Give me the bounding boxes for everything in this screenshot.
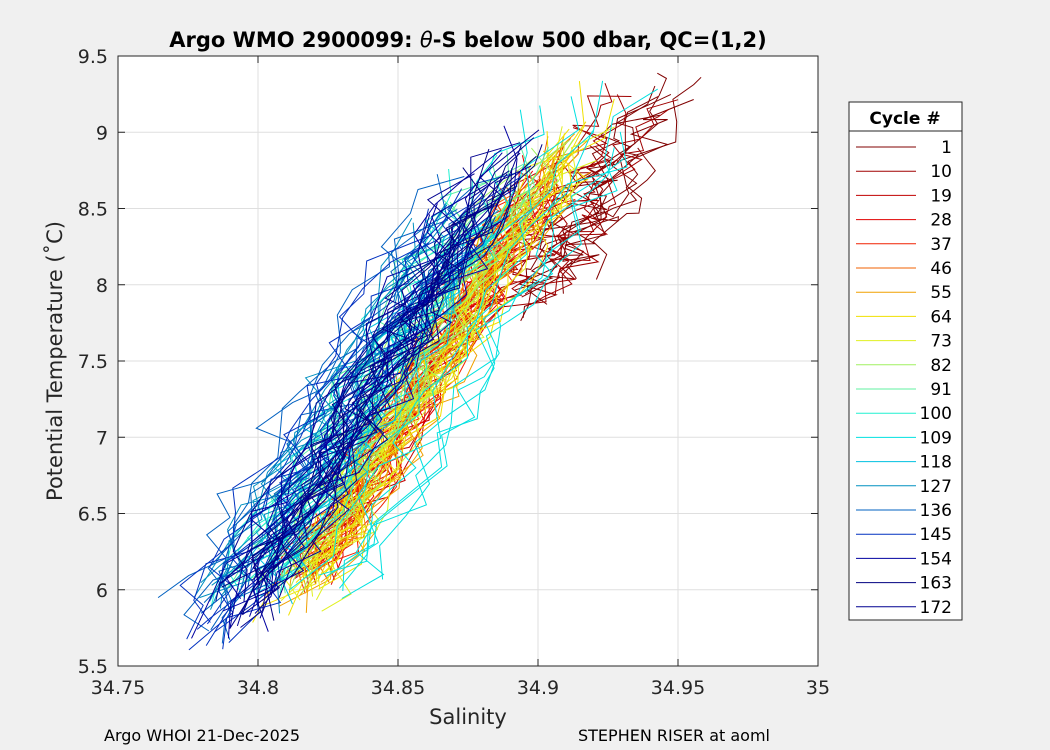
profile-line-cycle-1	[561, 72, 668, 294]
profile-line-cycle-109	[342, 158, 625, 592]
legend-label: 64	[930, 307, 952, 327]
profile-line-cycle-154	[249, 152, 503, 617]
legend-label: 118	[920, 453, 952, 473]
profile-line-cycle-145	[228, 184, 490, 643]
profile-line-cycle-145	[206, 208, 429, 625]
legend-label: 127	[920, 477, 952, 497]
y-tick-label: 5.5	[78, 656, 108, 678]
legend-label: 28	[930, 211, 952, 231]
legend-label: 136	[920, 501, 952, 521]
profile-line-cycle-73	[315, 160, 597, 601]
legend-box	[848, 101, 963, 621]
x-tick-label: 34.8	[237, 677, 279, 699]
profile-line-cycle-154	[273, 215, 493, 592]
profile-line-cycle-118	[248, 215, 510, 599]
profile-line-cycle-136	[157, 253, 391, 599]
legend-label: 73	[930, 332, 952, 352]
profile-line-cycle-163	[278, 144, 543, 598]
legend-label: 163	[920, 574, 952, 594]
y-tick-label: 8.5	[78, 199, 108, 221]
profile-line-cycle-109	[379, 88, 658, 580]
profile-line-cycle-64	[318, 121, 589, 590]
legend-label: 91	[930, 380, 952, 400]
legend-label: 1	[941, 138, 952, 158]
profile-line-cycle-10	[536, 99, 679, 296]
profile-line-cycle-127	[218, 234, 429, 588]
profile-line-cycle-172	[236, 170, 510, 627]
profile-line-cycle-163	[241, 185, 518, 615]
profile-line-cycle-172	[229, 176, 521, 629]
profile-line-cycle-109	[325, 80, 604, 577]
profile-line-cycle-172	[220, 142, 521, 584]
data-lines	[157, 72, 702, 651]
chart-title-prefix: Argo WMO 2900099:	[169, 28, 420, 52]
legend-label: 37	[930, 235, 952, 255]
legend-label: 145	[920, 525, 952, 545]
profile-line-cycle-172	[215, 214, 431, 602]
profile-line-cycle-172	[257, 129, 540, 607]
profile-line-cycle-154	[225, 203, 451, 599]
x-tick-label: 34.85	[371, 677, 425, 699]
footer-right: STEPHEN RISER at aoml	[578, 726, 770, 745]
profile-line-cycle-1	[514, 144, 618, 291]
legend-label: 19	[930, 186, 952, 206]
profile-line-cycle-172	[250, 202, 475, 619]
profile-line-cycle-145	[214, 188, 463, 633]
x-tick-label: 34.95	[651, 677, 705, 699]
legend-label: 154	[920, 549, 952, 569]
legend-label: 82	[930, 356, 952, 376]
y-tick-label: 8	[96, 275, 108, 297]
chart-title-suffix: -S below 500 dbar, QC=(1,2)	[433, 28, 767, 52]
profile-line-cycle-55	[299, 183, 560, 596]
y-axis-label: Potential Temperature (˚C)	[43, 221, 67, 501]
legend-title: Cycle #	[869, 109, 940, 129]
y-tick-label: 9	[96, 122, 108, 144]
footer-left: Argo WHOI 21-Dec-2025	[104, 726, 300, 745]
x-tick-label: 35	[806, 677, 830, 699]
axis-ticks: 34.75 34.8 34.85 34.9 34.95 35 5.5 6 6.5 7 7.5 8 8.5…	[78, 46, 830, 699]
legend-label: 10	[930, 162, 952, 182]
x-axis-label: Salinity	[429, 705, 507, 729]
profile-line-cycle-163	[261, 168, 513, 601]
profile-line-cycle-10	[485, 146, 614, 323]
profile-line-cycle-163	[251, 202, 496, 582]
profile-line-cycle-10	[524, 108, 669, 295]
legend-label: 109	[920, 428, 952, 448]
legend-label: 55	[930, 283, 952, 303]
y-tick-label: 6	[96, 580, 108, 602]
profile-line-cycle-136	[203, 176, 465, 603]
legend: Cycle # 1 10 19 28 37 46 55 64 73 82 91 100 109 118 12…	[848, 101, 963, 621]
y-tick-label: 9.5	[78, 46, 108, 68]
profile-line-cycle-172	[232, 173, 475, 603]
profile-line-cycle-82	[291, 140, 570, 577]
chart-title-theta: θ	[420, 28, 433, 52]
profile-line-cycle-145	[179, 234, 433, 640]
x-tick-label: 34.9	[517, 677, 559, 699]
y-tick-label: 7.5	[78, 351, 108, 373]
profile-line-cycle-109	[339, 131, 628, 589]
profile-line-cycle-10	[478, 83, 613, 309]
x-tick-label: 34.75	[91, 677, 145, 699]
profile-line-cycle-109	[260, 105, 545, 597]
y-tick-label: 6.5	[78, 504, 108, 526]
legend-label: 172	[920, 598, 952, 618]
y-tick-label: 7	[96, 427, 108, 449]
legend-label: 100	[920, 404, 952, 424]
profile-line-cycle-109	[318, 130, 594, 576]
profile-line-cycle-55	[301, 139, 582, 594]
legend-entries: 1 10 19 28 37 46 55 64 73 82 91 100 109 118 127 136 145 1…	[856, 138, 952, 618]
chart-title: Argo WMO 2900099: θ-S below 500 dbar, QC…	[169, 28, 766, 52]
profile-line-cycle-73	[313, 126, 563, 589]
legend-label: 46	[930, 259, 952, 279]
profile-line-cycle-1	[592, 76, 702, 280]
profile-line-cycle-1	[525, 93, 672, 305]
